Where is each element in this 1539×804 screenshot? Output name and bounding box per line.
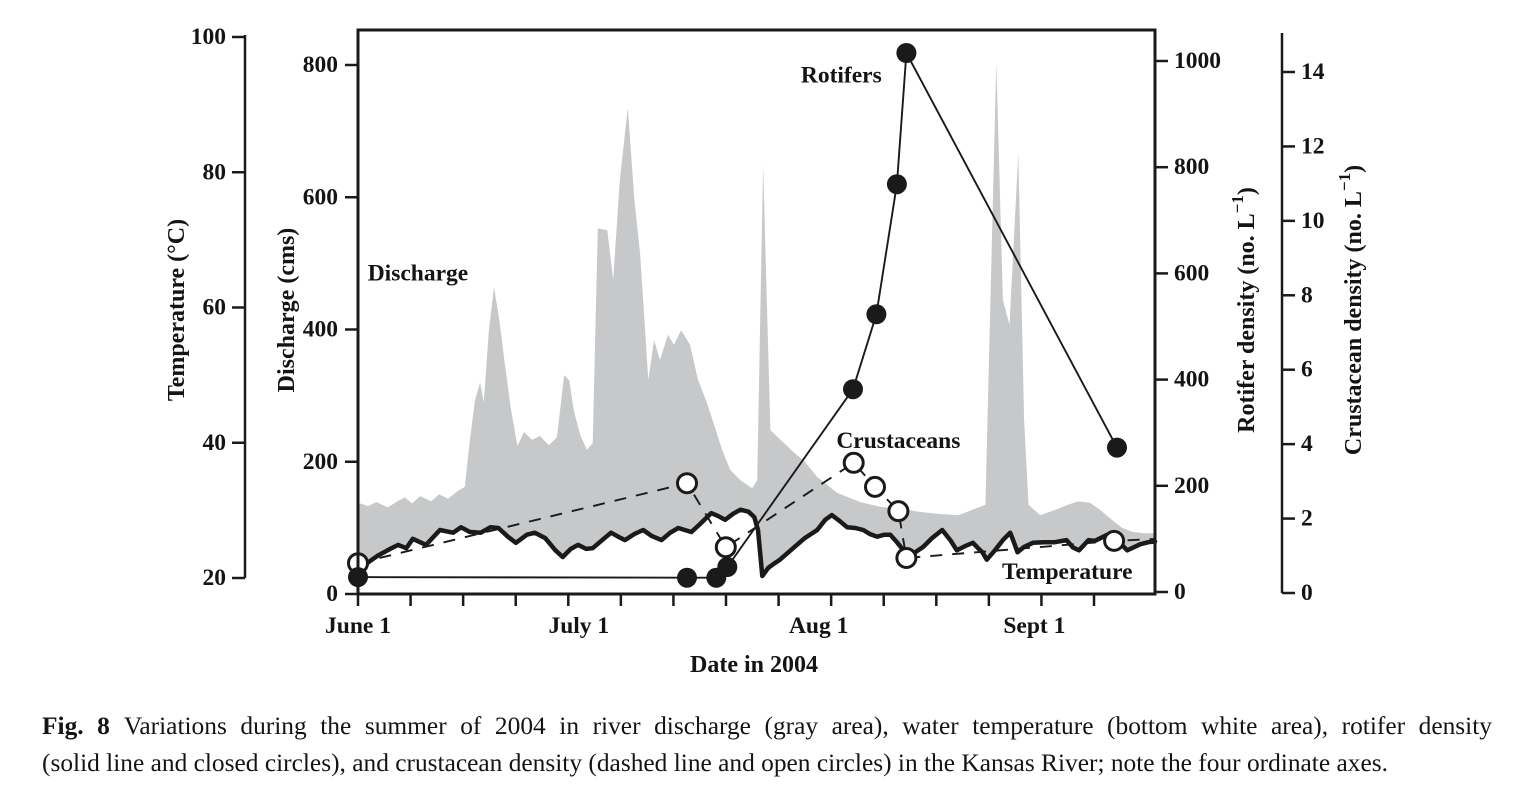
temperature-axis-title: Temperature (°C) [164, 219, 190, 401]
crustacean-open-circle [864, 475, 886, 498]
temperature-axis: 20 40 60 80 100 Temperature (°C) [164, 24, 247, 591]
x-tick-label: July 1 [548, 613, 609, 639]
series-label-crustaceans: Crustaceans [836, 428, 960, 454]
rotifer-axis-title: Rotifer density (no. L−1) [1228, 187, 1261, 433]
plot-frame [356, 28, 1157, 596]
rotifer-axis-tick-label: 1000 [1174, 48, 1221, 74]
discharge-axis-tick-label: 800 [303, 52, 338, 78]
crustacean-open-circle [842, 451, 865, 474]
crustacean-axis-tick-label: 14 [1301, 59, 1325, 85]
x-axis-title: Date in 2004 [690, 652, 818, 678]
temperature-line [355, 507, 1158, 579]
discharge-area [358, 62, 1155, 594]
rotifer-closed-circle [843, 379, 863, 400]
rotifer-axis: 0 200 400 600 800 1000 Rotifer density (no. L−… [1155, 48, 1260, 605]
x-tick-label: Aug 1 [789, 613, 848, 639]
x-tick-label: June 1 [325, 613, 391, 639]
discharge-axis-tick-label: 400 [303, 317, 338, 343]
crustacean-axis-tick-label: 8 [1301, 282, 1313, 308]
temperature-white-area [358, 509, 1155, 594]
discharge-axis-title: Discharge (cms) [274, 228, 300, 393]
rotifer-axis-tick-label: 600 [1174, 260, 1209, 286]
x-axis: June 1 July 1 Aug 1 Sept 1 Date in 2004 [325, 594, 1096, 678]
crustacean-axis: 0 2 4 6 8 10 12 14 Crustacean density (no. L−1) [1280, 33, 1368, 606]
figure-caption: Fig. 8 Variations during the summer of 20… [42, 708, 1492, 782]
crustacean-open-circle [676, 472, 698, 495]
crustacean-axis-tick-label: 10 [1301, 208, 1325, 234]
crustacean-axis-tick-label: 2 [1301, 506, 1313, 532]
x-tick-label: Sept 1 [1003, 613, 1065, 639]
crustacean-axis-tick-label: 12 [1301, 133, 1325, 159]
rotifer-closed-circle [717, 557, 738, 577]
caption-text-1: Variations during the summer of 2004 in … [123, 712, 1492, 740]
crustacean-axis-title: Crustacean density (no. L−1) [1335, 165, 1368, 455]
caption-line-1: Fig. 8 Variations during the summer of 20… [42, 708, 1492, 745]
rotifer-closed-circle [866, 304, 887, 325]
rotifer-axis-tick-label: 0 [1174, 579, 1186, 605]
rotifer-axis-tick-label: 400 [1174, 367, 1209, 393]
rotifer-closed-circle [886, 174, 907, 195]
series-label-rotifers: Rotifers [801, 62, 882, 88]
temperature-axis-tick-label: 40 [203, 430, 227, 456]
rotifer-closed-circle [1107, 437, 1127, 458]
series-label-discharge: Discharge [368, 260, 469, 286]
discharge-axis-tick-label: 200 [303, 449, 338, 475]
crustacean-axis-tick-label: 6 [1301, 357, 1313, 383]
temperature-axis-tick-label: 60 [203, 295, 227, 321]
discharge-axis-tick-label: 600 [303, 184, 338, 210]
temperature-axis-tick-label: 20 [203, 565, 227, 591]
rotifer-axis-tick-label: 800 [1174, 154, 1209, 180]
crustacean-axis-tick-label: 4 [1301, 431, 1313, 457]
crustacean-open-circle [895, 547, 918, 569]
discharge-axis-tick-label: 0 [326, 581, 338, 607]
discharge-axis: 0 200 400 600 800 Discharge (cms) [274, 52, 358, 607]
rotifer-closed-circle [896, 43, 917, 63]
crustacean-open-circle [887, 500, 910, 523]
crustacean-open-circle [714, 536, 737, 559]
rotifer-closed-circle [677, 567, 697, 588]
rotifer-axis-tick-label: 200 [1174, 473, 1209, 499]
crustacean-axis-tick-label: 0 [1301, 580, 1313, 606]
temperature-axis-tick-label: 100 [191, 24, 226, 50]
caption-line-2: (solid line and closed circles), and cru… [42, 749, 1388, 777]
series-label-temperature: Temperature [1002, 559, 1133, 585]
caption-label: Fig. 8 [42, 712, 110, 740]
temperature-axis-tick-label: 80 [203, 159, 227, 185]
crustacean-open-circle [1103, 529, 1126, 552]
